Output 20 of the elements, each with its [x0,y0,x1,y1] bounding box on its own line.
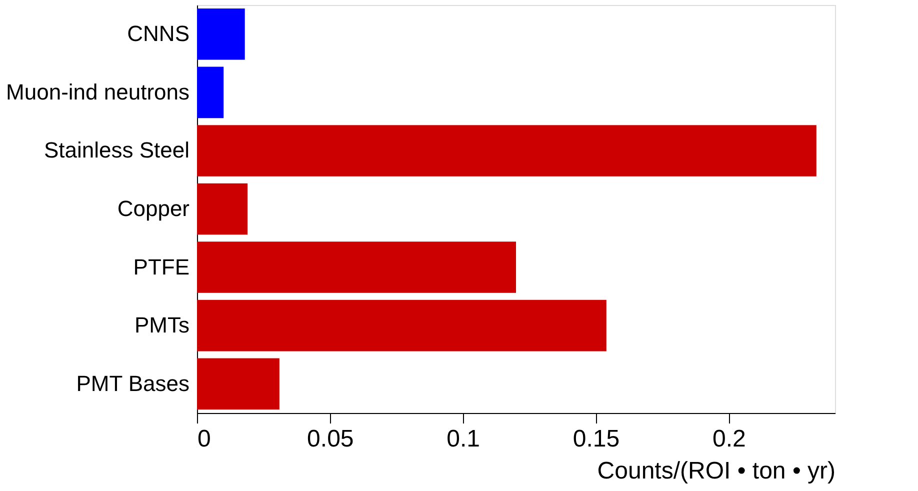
y-tick-label: PTFE [133,254,190,280]
y-tick-label: PMT Bases [76,370,190,396]
x-axis-title: Counts/(ROI • ton • yr) [597,458,836,484]
bar [197,8,245,60]
y-tick-label: Muon-ind neutrons [6,79,190,104]
x-tick-label: 0 [198,426,211,452]
y-tick-label: PMTs [134,312,190,338]
x-tick-label: 0.1 [446,426,480,452]
bar [197,125,816,176]
y-tick-label: Stainless Steel [44,138,190,163]
y-tick-label: CNNS [127,21,190,46]
x-tick-label: 0.2 [712,426,746,452]
bar [197,300,606,352]
x-tick-label: 0.15 [572,426,620,452]
bar [197,183,248,235]
bar [197,66,224,118]
y-tick-label: Copper [117,196,190,221]
x-tick-label: 0.05 [307,426,354,452]
bar [197,358,280,410]
bar [197,242,516,293]
